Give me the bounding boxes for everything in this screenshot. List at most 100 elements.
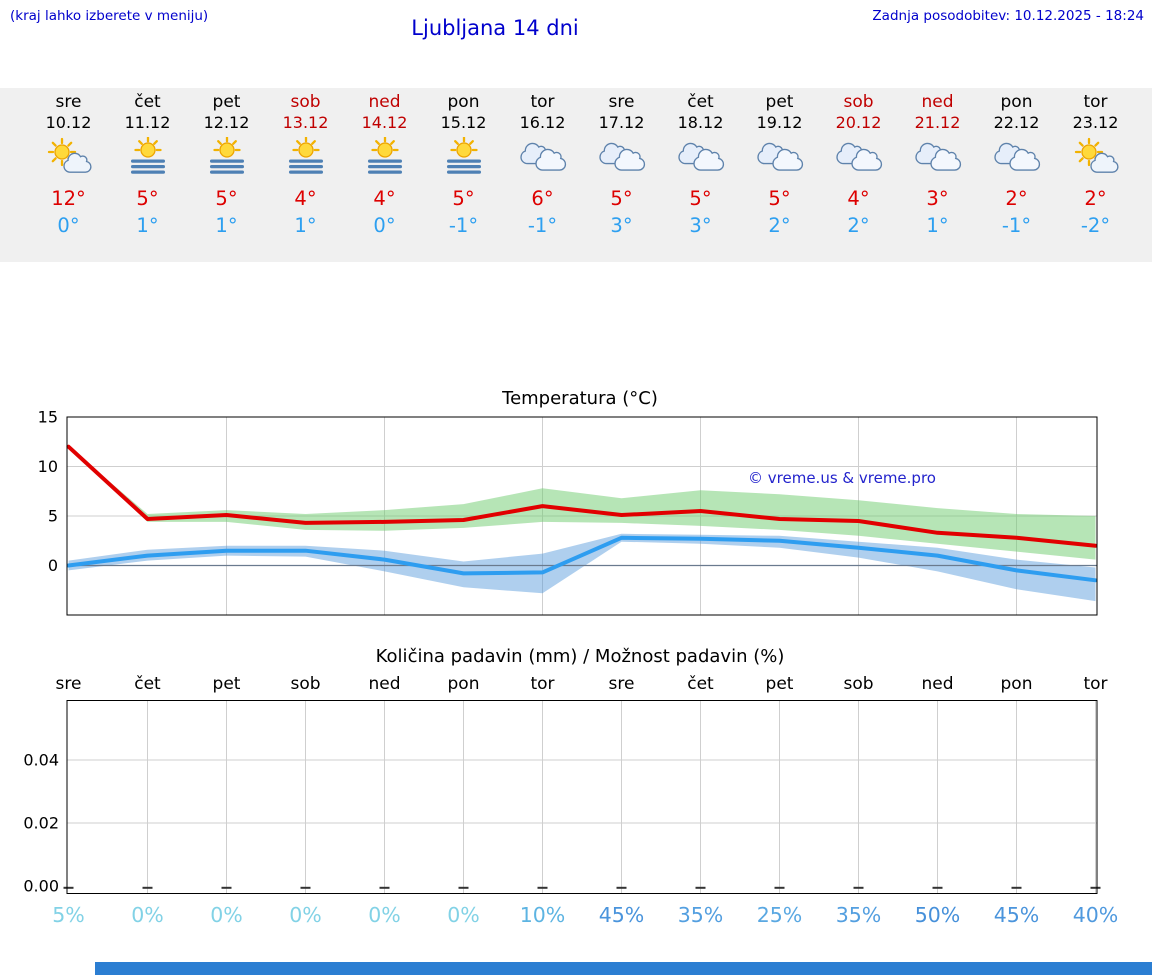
precip-zero-bar (1090, 886, 1101, 889)
precip-zero-bar (458, 886, 469, 889)
max-temp-range-band (68, 446, 1096, 560)
cloudy-icon (756, 137, 804, 177)
precip-zero-bar (379, 886, 390, 889)
sun-fog-icon (203, 137, 251, 177)
low-temp: 2° (847, 214, 870, 237)
precip-probability: 40% (1072, 903, 1119, 927)
min-temp-line (66, 535, 1098, 583)
day-name: sre (608, 92, 635, 112)
low-temp: -1° (448, 214, 479, 237)
max-temp-line (66, 444, 1098, 548)
precip-zero-bar (853, 886, 864, 889)
partly-sunny-icon (45, 137, 93, 177)
low-temp: 0° (57, 214, 80, 237)
high-temp: 4° (294, 187, 317, 210)
forecast-day: pet 19.12 5° 2° (740, 88, 819, 262)
day-name: ned (368, 92, 401, 112)
precip-zero-bar (774, 886, 785, 889)
footer-bar (95, 962, 1152, 975)
low-temp: 3° (689, 214, 712, 237)
day-date: 18.12 (677, 113, 724, 132)
precip-day-label: ned (921, 674, 954, 694)
precipitation-chart-title: Količina padavin (mm) / Možnost padavin … (375, 646, 785, 667)
high-temp: 5° (215, 187, 238, 210)
low-temp: 1° (926, 214, 949, 237)
high-temp: 12° (51, 187, 86, 210)
low-temp: 0° (373, 214, 396, 237)
high-temp: 6° (531, 187, 554, 210)
day-name: čet (687, 92, 714, 112)
day-date: 17.12 (598, 113, 645, 132)
forecast-day: pon 22.12 2° -1° (977, 88, 1056, 262)
low-temp: -1° (1001, 214, 1032, 237)
precip-zero-bar (63, 886, 74, 889)
precip-ytick-label: 0.00 (23, 877, 59, 896)
low-temp: 1° (136, 214, 159, 237)
high-temp: 5° (768, 187, 791, 210)
precip-day-label: pet (765, 674, 794, 694)
last-update: Zadnja posodobitev: 10.12.2025 - 18:24 (872, 8, 1144, 24)
day-date: 19.12 (756, 113, 803, 132)
day-date: 13.12 (282, 113, 329, 132)
high-temp: 5° (610, 187, 633, 210)
cloudy-icon (519, 137, 567, 177)
high-temp: 2° (1005, 187, 1028, 210)
forecast-day: sre 10.12 12° 0° (29, 88, 108, 262)
low-temp: 1° (294, 214, 317, 237)
forecast-day: pon 15.12 5° -1° (424, 88, 503, 262)
sun-fog-icon (282, 137, 330, 177)
temperature-chart: 0 5 10 15 (38, 410, 1098, 616)
day-date: 23.12 (1072, 113, 1119, 132)
precip-zero-bar (537, 886, 548, 889)
day-date: 10.12 (45, 113, 92, 132)
precip-probability: 45% (598, 903, 645, 927)
precip-day-label: sob (843, 674, 874, 694)
precipitation-chart: 0.00 0.02 0.04 (23, 700, 1101, 896)
day-name: sob (290, 92, 321, 112)
precip-day-label: ned (368, 674, 401, 694)
high-temp: 5° (452, 187, 475, 210)
precip-probability: 25% (756, 903, 803, 927)
precip-day-label: sre (608, 674, 635, 694)
high-temp: 5° (136, 187, 159, 210)
day-name: ned (921, 92, 954, 112)
high-temp: 4° (373, 187, 396, 210)
precip-day-label: tor (1083, 674, 1108, 694)
day-name: pon (447, 92, 480, 112)
precip-zero-bar (616, 886, 627, 889)
precip-zero-bar (300, 886, 311, 889)
precip-probability: 45% (993, 903, 1040, 927)
precip-day-label: pet (212, 674, 241, 694)
day-date: 22.12 (993, 113, 1040, 132)
precip-probability: 0% (131, 903, 164, 927)
sun-fog-icon (361, 137, 409, 177)
page-title: Ljubljana 14 dni (411, 16, 579, 40)
precip-day-label: čet (134, 674, 161, 694)
precipitation-probability-row: 5% 0% 0% 0% 0% 0% 10% 45% 35% 25% 35% 50% 45% 40% (0, 903, 1152, 931)
day-date: 12.12 (203, 113, 250, 132)
partly-sunny-icon (1072, 137, 1120, 177)
precip-ytick-label: 0.04 (23, 751, 59, 770)
high-temp: 3° (926, 187, 949, 210)
forecast-day: čet 11.12 5° 1° (108, 88, 187, 262)
precip-probability: 0% (210, 903, 243, 927)
day-name: sre (55, 92, 82, 112)
precip-zero-bar (695, 886, 706, 889)
low-temp: -1° (527, 214, 558, 237)
location-hint: (kraj lahko izberete v meniju) (10, 8, 209, 24)
sun-fog-icon (124, 137, 172, 177)
forecast-day: sob 13.12 4° 1° (266, 88, 345, 262)
forecast-day: ned 21.12 3° 1° (898, 88, 977, 262)
temperature-chart-title: Temperatura (°C) (502, 388, 658, 409)
cloudy-icon (677, 137, 725, 177)
cloudy-icon (993, 137, 1041, 177)
day-date: 20.12 (835, 113, 882, 132)
forecast-day: čet 18.12 5° 3° (661, 88, 740, 262)
precip-zero-bar (932, 886, 943, 889)
precip-zero-bar (1011, 886, 1022, 889)
precip-probability: 0% (289, 903, 322, 927)
day-name: pet (765, 92, 794, 112)
day-name: tor (1083, 92, 1108, 112)
day-name: sob (843, 92, 874, 112)
